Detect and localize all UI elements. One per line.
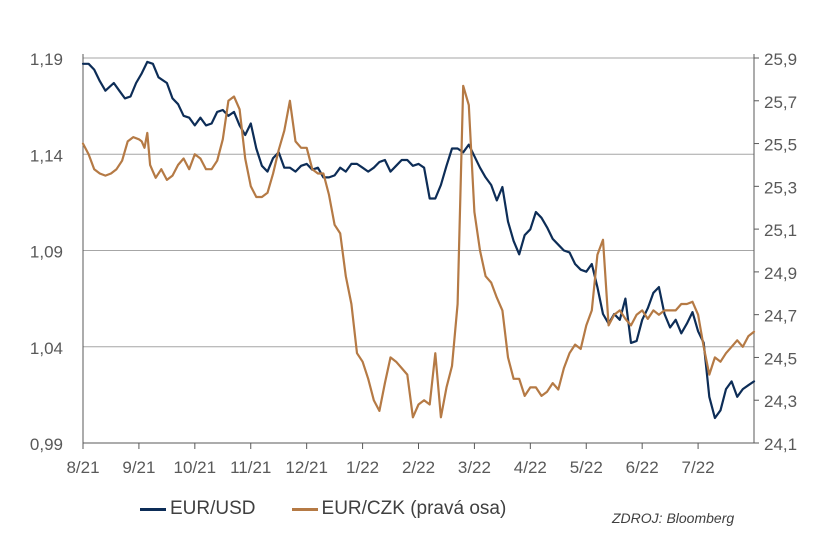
- legend-item-eur-usd: EUR/USD: [140, 498, 256, 520]
- x-tick-label: 7/22: [682, 458, 715, 477]
- series-line-eur-usd: [81, 60, 756, 420]
- gridlines: [83, 57, 754, 348]
- y-left-tick-label: 1,19: [30, 50, 63, 69]
- series-layer: [81, 60, 756, 420]
- x-tick-label: 3/22: [458, 458, 491, 477]
- source-note: ZDROJ: Bloomberg: [612, 510, 735, 526]
- x-tick-label: 4/22: [514, 458, 547, 477]
- legend-item-eur-czk: EUR/CZK (pravá osa): [291, 498, 507, 520]
- x-tick-label: 10/21: [174, 458, 217, 477]
- legend-swatch-eur-usd: [140, 507, 166, 511]
- y-left-tick-label: 1,04: [30, 339, 63, 358]
- legend-label-eur-czk: EUR/CZK (pravá osa): [321, 498, 507, 519]
- y-axis-right-ticks: 25,9 25,7 25,5 25,3 25,1 24,9 24,7 24,5 24,3 24,1: [754, 50, 797, 454]
- y-right-tick-label: 25,3: [764, 178, 797, 197]
- legend-swatch-eur-czk: [291, 507, 318, 511]
- y-right-tick-label: 25,5: [764, 136, 797, 155]
- x-tick-label: 12/21: [285, 458, 328, 477]
- x-axis-ticks: 8/21 9/21 10/21 11/21 12/21 1/22 2/22 3/22 4/22 5…: [66, 443, 715, 477]
- axes: [82, 54, 755, 444]
- y-right-tick-label: 24,7: [764, 307, 797, 326]
- x-tick-label: 5/22: [570, 458, 603, 477]
- legend-label-eur-usd: EUR/USD: [170, 498, 256, 519]
- y-axis-left-ticks: 1,19 1,14 1,09 1,04 0,99: [30, 50, 63, 454]
- x-tick-label: 9/21: [122, 458, 155, 477]
- y-right-tick-label: 24,3: [764, 392, 797, 411]
- x-tick-label: 8/21: [66, 458, 99, 477]
- series-line-eur-czk: [81, 84, 756, 419]
- y-left-tick-label: 1,09: [30, 243, 63, 262]
- y-right-tick-label: 25,9: [764, 50, 797, 69]
- y-right-tick-label: 24,9: [764, 264, 797, 283]
- y-left-tick-label: 0,99: [30, 435, 63, 454]
- x-tick-label: 11/21: [230, 458, 271, 477]
- y-right-tick-label: 24,5: [764, 349, 797, 368]
- legend: EUR/USD EUR/CZK (pravá osa): [140, 498, 542, 520]
- y-right-tick-label: 25,1: [764, 221, 797, 240]
- x-tick-label: 1/22: [346, 458, 379, 477]
- x-tick-label: 2/22: [402, 458, 435, 477]
- y-left-tick-label: 1,14: [30, 146, 63, 165]
- y-right-tick-label: 24,1: [764, 435, 797, 454]
- y-right-tick-label: 25,7: [764, 93, 797, 112]
- x-tick-label: 6/22: [626, 458, 659, 477]
